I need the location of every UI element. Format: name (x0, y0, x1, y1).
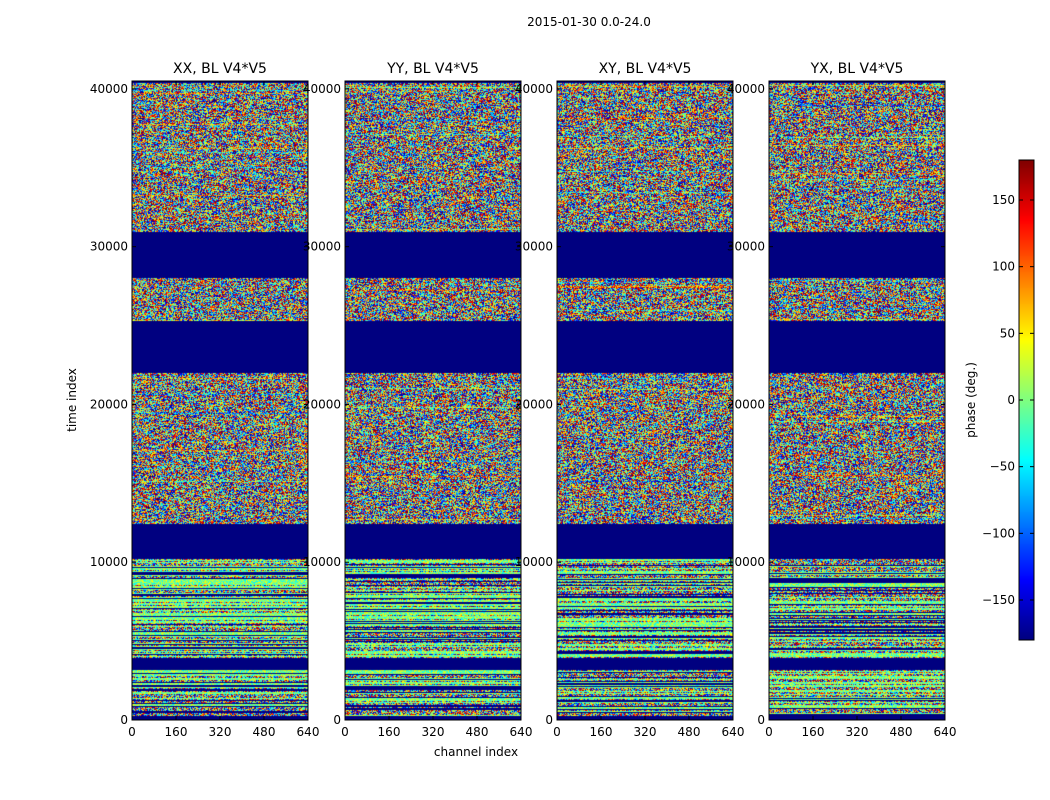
x-tick-label: 640 (510, 725, 533, 739)
y-tick-label: 10000 (727, 555, 765, 569)
y-tick-label: 0 (757, 713, 765, 727)
x-tick-label: 320 (634, 725, 657, 739)
heatmap-xy (557, 81, 733, 720)
x-tick-label: 480 (253, 725, 276, 739)
panel-xy: XY, BL V4*V5 0 160 320 480 640 0 10000 20000 3000… (515, 61, 745, 739)
heatmap-yx (769, 81, 945, 720)
x-axis-label: channel index (434, 745, 518, 759)
heatmap-yy (345, 81, 521, 720)
x-tick-label: 640 (297, 725, 320, 739)
colorbar-gradient (1019, 160, 1034, 640)
y-tick-label: 30000 (303, 240, 341, 254)
y-tick-label: 20000 (303, 397, 341, 411)
heatmap-canvas-xx (132, 81, 308, 720)
y-tick-label: 40000 (515, 82, 553, 96)
heatmap-canvas-yy (345, 81, 521, 720)
y-tick-label: 40000 (303, 82, 341, 96)
x-tick-label: 480 (466, 725, 489, 739)
panel-title: XX, BL V4*V5 (173, 61, 267, 77)
panel-title: YX, BL V4*V5 (810, 61, 904, 77)
colorbar-tick-label: 150 (992, 193, 1015, 207)
panel-title: YY, BL V4*V5 (386, 61, 479, 77)
colorbar-canvas (1019, 160, 1034, 640)
y-tick-label: 30000 (727, 240, 765, 254)
x-tick-label: 0 (128, 725, 136, 739)
y-tick-label: 10000 (90, 555, 128, 569)
y-tick-label: 0 (545, 713, 553, 727)
y-tick-label: 40000 (90, 82, 128, 96)
y-tick-label: 0 (120, 713, 128, 727)
y-tick-label: 20000 (90, 397, 128, 411)
colorbar-tick-label: −50 (990, 460, 1015, 474)
x-tick-label: 320 (846, 725, 869, 739)
y-tick-label: 30000 (515, 240, 553, 254)
x-tick-label: 160 (165, 725, 188, 739)
colorbar-tick-label: 100 (992, 260, 1015, 274)
x-tick-label: 320 (209, 725, 232, 739)
panel-yy: YY, BL V4*V5 0 160 320 480 640 0 10000 20000 3000… (303, 61, 533, 739)
panel-xx: XX, BL V4*V5 0 160 320 480 640 0 10000 20000 3000… (90, 61, 320, 739)
colorbar-tick-label: −150 (982, 593, 1015, 607)
figure-suptitle: 2015-01-30 0.0-24.0 (527, 15, 651, 29)
colorbar-tick-label: 0 (1007, 393, 1015, 407)
x-tick-label: 0 (765, 725, 773, 739)
x-tick-label: 160 (590, 725, 613, 739)
x-tick-label: 0 (341, 725, 349, 739)
y-tick-label: 40000 (727, 82, 765, 96)
heatmap-canvas-yx (769, 81, 945, 720)
panel-yx: YX, BL V4*V5 0 160 320 480 640 0 10000 20000 3000… (727, 61, 957, 739)
x-tick-label: 640 (722, 725, 745, 739)
x-tick-label: 480 (678, 725, 701, 739)
y-tick-label: 20000 (515, 397, 553, 411)
colorbar: 150 100 50 0 −50 −100 −150 phase (deg.) (964, 159, 1035, 641)
heatmap-canvas-xy (557, 81, 733, 720)
y-tick-label: 10000 (515, 555, 553, 569)
heatmap-xx (132, 81, 308, 720)
x-tick-label: 480 (890, 725, 913, 739)
colorbar-tick-label: 50 (1000, 326, 1015, 340)
y-axis-label: time index (65, 368, 79, 432)
y-tick-label: 0 (333, 713, 341, 727)
y-tick-label: 30000 (90, 240, 128, 254)
y-tick-label: 10000 (303, 555, 341, 569)
y-tick-label: 20000 (727, 397, 765, 411)
x-tick-label: 160 (378, 725, 401, 739)
x-tick-label: 320 (422, 725, 445, 739)
x-tick-label: 640 (934, 725, 957, 739)
x-tick-label: 0 (553, 725, 561, 739)
x-tick-label: 160 (802, 725, 825, 739)
panel-title: XY, BL V4*V5 (599, 61, 692, 77)
colorbar-tick-label: −100 (982, 526, 1015, 540)
colorbar-label: phase (deg.) (964, 362, 978, 438)
panels: XX, BL V4*V5 0 160 320 480 640 0 10000 20000 3000… (90, 61, 957, 739)
